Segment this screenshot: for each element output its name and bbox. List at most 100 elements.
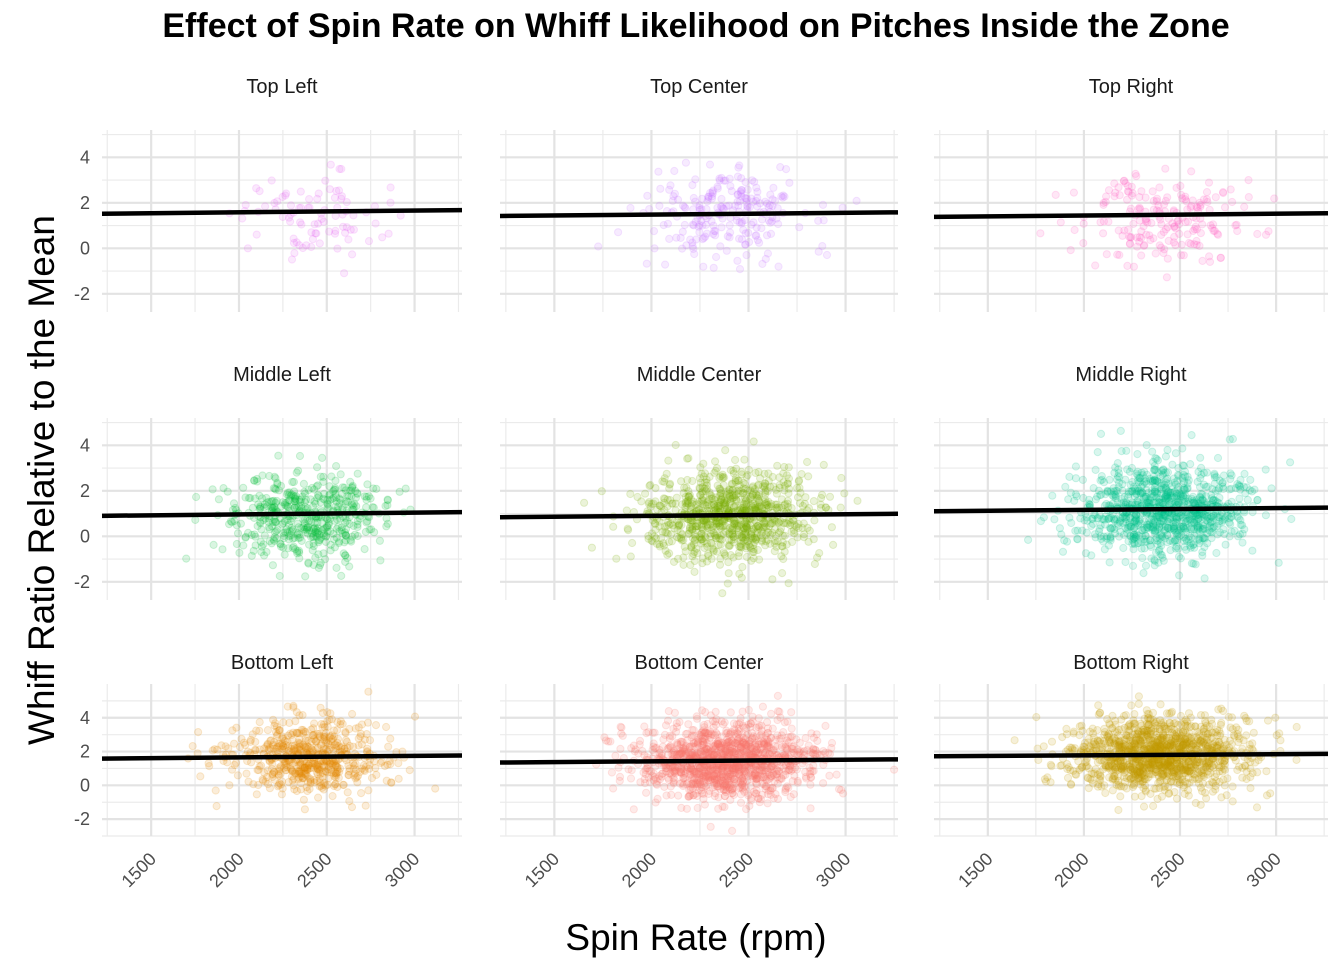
data-point bbox=[642, 788, 651, 797]
data-point bbox=[342, 223, 351, 232]
data-point bbox=[766, 786, 775, 795]
data-point bbox=[725, 492, 735, 501]
data-point bbox=[736, 798, 746, 807]
data-point bbox=[669, 557, 679, 567]
data-point bbox=[767, 709, 776, 718]
data-point bbox=[665, 480, 674, 489]
data-point bbox=[721, 446, 730, 455]
data-point bbox=[665, 537, 674, 547]
data-point bbox=[1141, 217, 1151, 226]
data-point bbox=[1200, 574, 1209, 583]
data-point bbox=[635, 736, 645, 746]
data-point bbox=[1196, 229, 1206, 238]
data-point bbox=[361, 801, 370, 810]
data-point bbox=[693, 714, 702, 723]
data-point bbox=[1164, 479, 1173, 488]
data-point bbox=[1176, 554, 1185, 563]
data-point bbox=[628, 538, 637, 548]
data-point bbox=[1163, 254, 1172, 263]
data-point bbox=[327, 759, 336, 768]
data-point bbox=[335, 494, 344, 503]
data-point bbox=[803, 457, 812, 467]
data-point bbox=[688, 726, 697, 735]
data-point bbox=[735, 161, 744, 170]
data-point bbox=[264, 523, 274, 532]
data-point bbox=[1162, 273, 1172, 282]
data-point bbox=[232, 521, 241, 530]
data-point bbox=[317, 783, 327, 793]
data-point bbox=[1196, 200, 1205, 209]
data-point bbox=[286, 217, 295, 226]
data-point bbox=[285, 758, 294, 767]
points-top-right bbox=[1036, 164, 1279, 282]
data-point bbox=[239, 483, 248, 492]
data-point bbox=[335, 164, 344, 174]
data-point bbox=[663, 495, 672, 504]
y-tick-label: 2 bbox=[80, 742, 90, 762]
data-point bbox=[310, 775, 319, 785]
data-point bbox=[260, 531, 269, 540]
x-tick-label: 3000 bbox=[812, 849, 854, 891]
data-point bbox=[701, 533, 710, 542]
data-point bbox=[1102, 250, 1111, 259]
data-point bbox=[345, 724, 354, 734]
data-point bbox=[303, 741, 312, 750]
data-point bbox=[614, 228, 623, 237]
data-point bbox=[341, 228, 350, 237]
data-point bbox=[1169, 238, 1179, 247]
data-point bbox=[284, 503, 293, 512]
data-point bbox=[382, 722, 391, 732]
data-point bbox=[275, 571, 284, 581]
data-point bbox=[1073, 535, 1082, 544]
data-point bbox=[1135, 203, 1144, 212]
data-point bbox=[1210, 469, 1219, 478]
data-point bbox=[1200, 543, 1209, 552]
facet-title-bottom-center: Bottom Center bbox=[635, 652, 764, 674]
x-tick-label: 1500 bbox=[118, 849, 160, 891]
data-point bbox=[297, 495, 306, 504]
data-point bbox=[212, 802, 221, 811]
data-point bbox=[378, 233, 387, 242]
data-point bbox=[699, 459, 708, 468]
data-point bbox=[1091, 465, 1100, 474]
data-point bbox=[746, 494, 755, 503]
data-point bbox=[1149, 234, 1158, 243]
data-point bbox=[272, 534, 281, 543]
data-point bbox=[1172, 183, 1181, 192]
data-point bbox=[663, 219, 673, 228]
data-point bbox=[290, 249, 299, 258]
data-point bbox=[723, 232, 732, 241]
data-point bbox=[337, 194, 346, 203]
data-point bbox=[676, 233, 685, 242]
data-point bbox=[713, 182, 722, 191]
data-point bbox=[697, 216, 706, 226]
data-point bbox=[1221, 540, 1230, 549]
data-point bbox=[308, 533, 317, 542]
data-point bbox=[691, 217, 700, 226]
data-point bbox=[852, 196, 861, 205]
data-point bbox=[321, 555, 330, 564]
data-point bbox=[707, 554, 716, 563]
y-tick-label: 2 bbox=[80, 481, 90, 501]
data-point bbox=[1205, 252, 1214, 261]
data-point bbox=[1141, 193, 1150, 202]
data-point bbox=[742, 731, 751, 740]
data-point bbox=[310, 497, 319, 506]
data-point bbox=[675, 534, 684, 543]
data-point bbox=[766, 190, 775, 199]
data-point bbox=[311, 523, 320, 532]
data-point bbox=[363, 517, 372, 526]
data-point bbox=[676, 737, 685, 746]
data-point bbox=[663, 529, 672, 538]
data-point bbox=[306, 495, 315, 504]
x-tick-label: 1500 bbox=[521, 849, 563, 891]
data-point bbox=[677, 765, 686, 774]
data-point bbox=[335, 537, 344, 546]
facet-top-right: Top Right bbox=[933, 76, 1329, 312]
data-point bbox=[681, 730, 690, 739]
data-point bbox=[352, 773, 361, 782]
data-point bbox=[1061, 482, 1070, 491]
data-point bbox=[741, 194, 751, 203]
data-point bbox=[305, 540, 314, 549]
